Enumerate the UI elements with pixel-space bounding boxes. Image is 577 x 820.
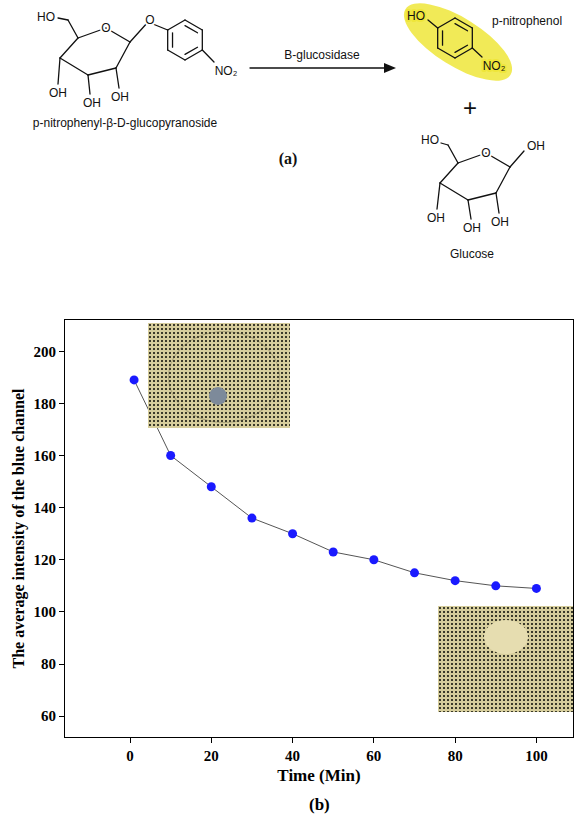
svg-text:80: 80 [448,748,463,764]
svg-text:0: 0 [126,748,134,764]
svg-text:B-glucosidase: B-glucosidase [284,48,360,62]
svg-text:The average intensity of the b: The average intensity of the blue channe… [10,388,28,669]
svg-text:OH: OH [49,86,67,100]
svg-text:HO: HO [37,10,55,24]
svg-text:HO: HO [421,133,439,147]
svg-text:Time (Min): Time (Min) [277,766,360,785]
svg-text:(a): (a) [279,150,298,168]
svg-text:OH: OH [427,211,445,225]
svg-text:O: O [481,146,490,160]
svg-text:p-nitrophenyl-β-D-glucopyranos: p-nitrophenyl-β-D-glucopyranoside [33,116,218,130]
svg-text:OH: OH [83,96,101,110]
svg-text:180: 180 [34,396,57,412]
svg-text:20: 20 [204,748,219,764]
svg-text:O: O [101,21,110,35]
svg-text:+: + [463,94,477,121]
svg-text:80: 80 [41,656,56,672]
svg-text:NO₂: NO₂ [483,59,506,73]
svg-text:60: 60 [41,708,56,724]
svg-text:NO₂: NO₂ [215,64,238,78]
svg-text:HO: HO [407,9,425,23]
svg-text:120: 120 [34,552,57,568]
svg-text:OH: OH [463,221,481,235]
svg-text:OH: OH [527,139,545,153]
svg-text:OH: OH [491,215,509,229]
svg-text:100: 100 [525,748,548,764]
svg-text:160: 160 [34,448,57,464]
svg-text:(b): (b) [309,795,330,814]
svg-text:140: 140 [34,500,57,516]
svg-text:O: O [145,13,154,27]
svg-text:100: 100 [34,604,57,620]
svg-text:40: 40 [285,748,300,764]
svg-text:Glucose: Glucose [450,247,494,261]
svg-text:OH: OH [111,90,129,104]
svg-text:p-nitrophenol: p-nitrophenol [492,14,562,28]
svg-text:60: 60 [366,748,381,764]
svg-text:200: 200 [34,344,57,360]
